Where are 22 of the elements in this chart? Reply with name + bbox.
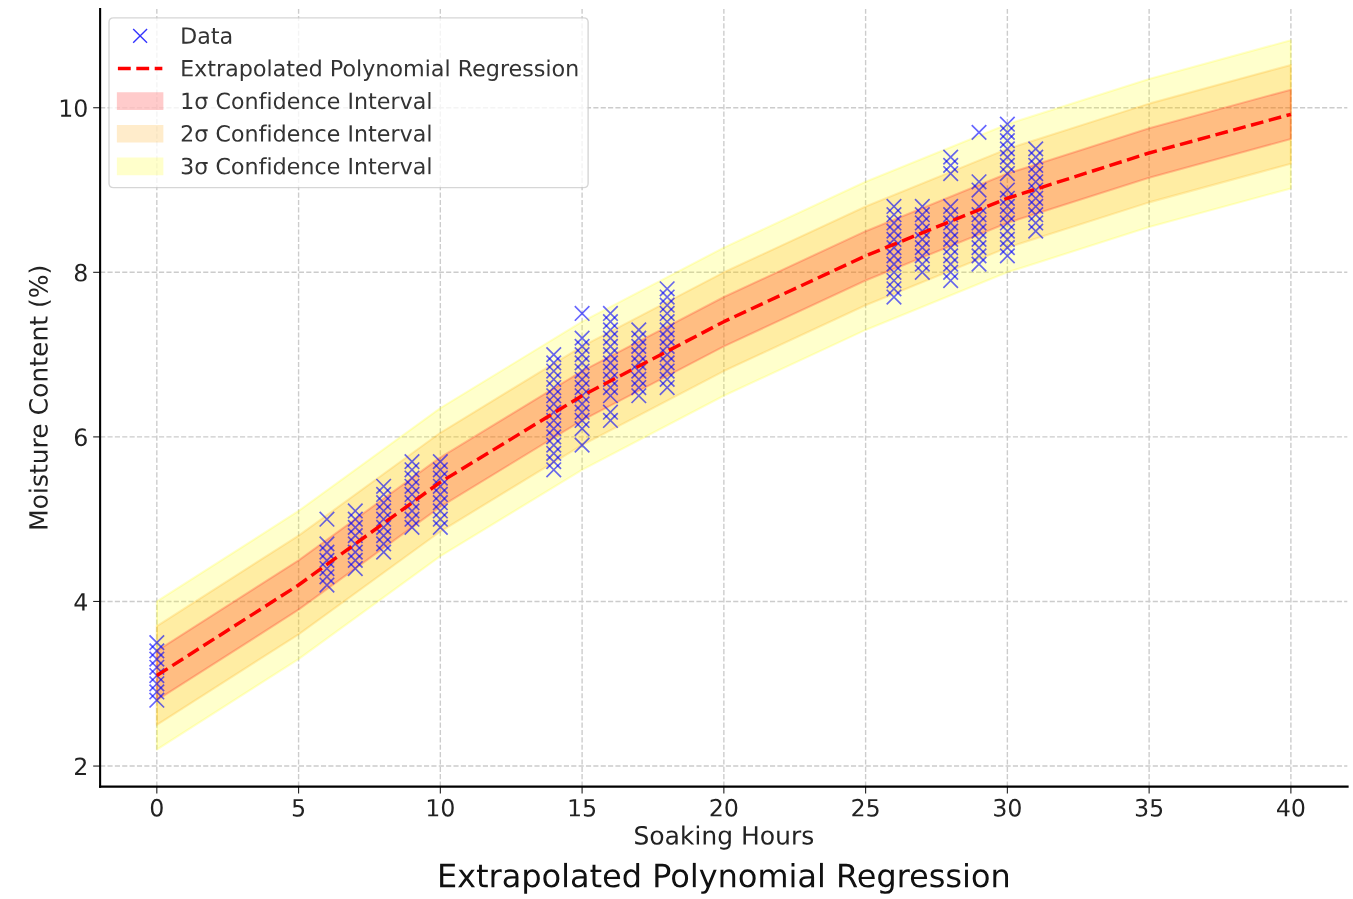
text: Extrapolated Polynomial Regression — [440, 862, 1008, 894]
x-tick-label: 35 — [1135, 798, 1163, 817]
y-tick-label: 2 — [75, 757, 86, 776]
x-tick-label: 40 — [1277, 798, 1305, 817]
legend-label: 2σ Confidence Interval — [181, 124, 431, 142]
x-tick-label: 5 — [292, 799, 305, 817]
legend-label: 1σ Confidence Interval — [182, 92, 431, 110]
y-tick-label: 8 — [74, 263, 87, 282]
x-tick-label: 30 — [994, 798, 1021, 817]
y-tick-label: 4 — [74, 593, 87, 611]
x-axis-title: Soaking Hours — [635, 825, 814, 850]
y-tick-label: 10 — [60, 99, 87, 118]
x-tick-label: 10 — [427, 798, 454, 817]
x-tick-label: 0 — [150, 798, 163, 817]
y-axis-title: Moisture Content (%) — [28, 266, 51, 529]
legend-label: Data — [182, 27, 232, 44]
x-tick-label: 25 — [852, 798, 879, 817]
y-tick-label: 6 — [74, 428, 87, 447]
legend-label: Extrapolated Polynomial Regression — [182, 59, 578, 81]
x-tick-label: 20 — [710, 798, 738, 817]
x-tick-label: 15 — [569, 799, 596, 817]
legend-label: 3σ Confidence Interval — [181, 157, 431, 175]
